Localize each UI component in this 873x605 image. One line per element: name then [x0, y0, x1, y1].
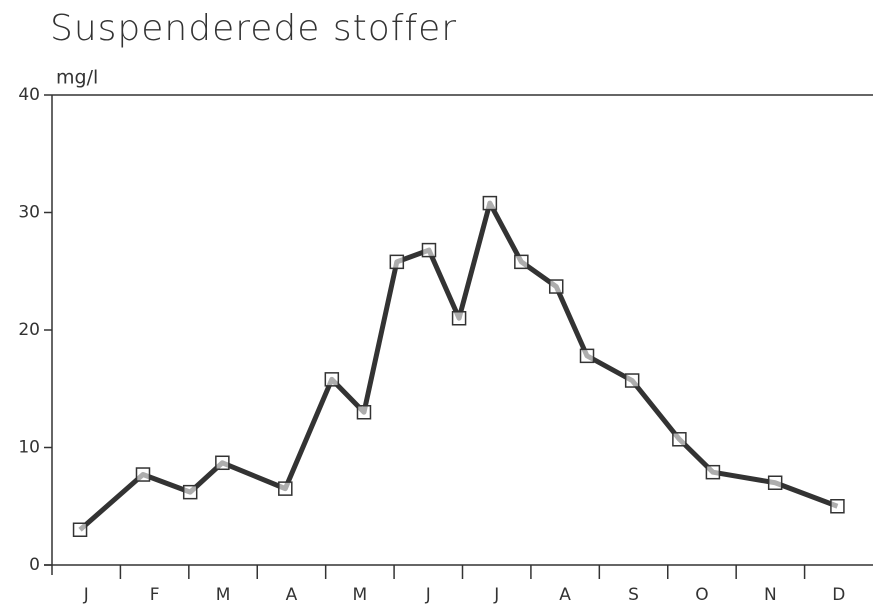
data-marker [278, 481, 293, 496]
chart-title: Suspenderede stoffer [50, 8, 457, 49]
y-tick-label: 30 [18, 203, 40, 223]
y-tick-label: 0 [29, 555, 40, 575]
x-tick-label: D [832, 585, 845, 605]
data-marker [830, 499, 845, 514]
data-marker [548, 279, 564, 294]
data-marker [421, 242, 437, 258]
data-marker [482, 195, 498, 211]
data-marker [624, 373, 640, 388]
y-tick-label: 10 [18, 438, 40, 458]
data-marker [356, 405, 372, 420]
data-marker [215, 455, 230, 471]
data-marker [514, 254, 529, 270]
x-tick-label: F [150, 585, 160, 605]
data-marker [389, 254, 405, 270]
data-marker [182, 484, 198, 500]
x-tick-label: S [628, 585, 639, 605]
data-marker [579, 348, 595, 364]
data-line [78, 200, 839, 532]
x-tick-label: A [286, 585, 298, 605]
x-tick-label: O [695, 585, 708, 605]
x-tick-label: M [353, 585, 368, 605]
x-tick-label: J [83, 585, 89, 605]
x-tick-label: A [559, 585, 571, 605]
x-tick-label: M [216, 585, 231, 605]
data-marker [672, 432, 687, 447]
x-tick-label: J [493, 585, 499, 605]
x-tick-label: N [764, 585, 777, 605]
data-marker [767, 475, 783, 490]
y-tick-label: 20 [18, 320, 40, 340]
data-marker [705, 464, 721, 480]
y-tick-label: 40 [18, 85, 40, 105]
y-axis-label: mg/l [56, 67, 98, 89]
data-marker [324, 372, 340, 387]
x-tick-label: J [425, 585, 431, 605]
data-marker [135, 467, 151, 482]
data-marker [72, 522, 88, 537]
data-marker [451, 311, 467, 326]
